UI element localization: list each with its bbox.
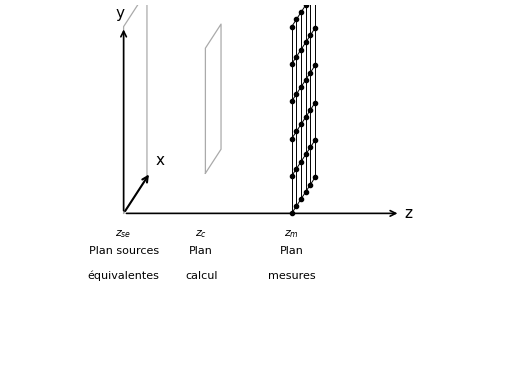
Text: équivalentes: équivalentes [88,271,160,281]
Text: $z_m$: $z_m$ [284,228,299,240]
Text: mesures: mesures [268,271,315,281]
Text: x: x [156,153,165,168]
Text: Plan: Plan [280,246,304,256]
Text: Plan sources: Plan sources [89,246,159,256]
Text: calcul: calcul [185,271,218,281]
Text: Plan: Plan [189,246,213,256]
Text: z: z [404,206,412,221]
Text: y: y [115,6,125,21]
Text: $z_{se}$: $z_{se}$ [115,228,132,240]
Text: $z_c$: $z_c$ [195,228,207,240]
